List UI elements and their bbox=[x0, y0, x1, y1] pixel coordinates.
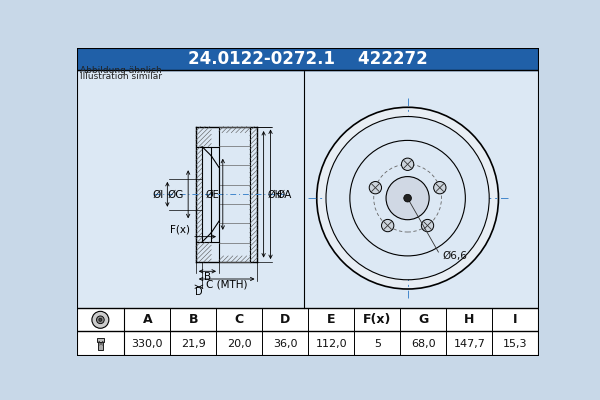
Bar bbox=[77, 70, 539, 308]
Circle shape bbox=[97, 316, 104, 324]
Text: 20,0: 20,0 bbox=[227, 339, 251, 349]
Text: 21,9: 21,9 bbox=[181, 339, 206, 349]
Text: B: B bbox=[188, 313, 198, 326]
Text: 147,7: 147,7 bbox=[454, 339, 485, 349]
Text: D: D bbox=[280, 313, 290, 326]
Text: Abbildung ähnlich: Abbildung ähnlich bbox=[80, 66, 162, 75]
Circle shape bbox=[382, 219, 394, 232]
Text: I: I bbox=[513, 313, 518, 326]
Circle shape bbox=[92, 311, 109, 328]
Text: Ø6,6: Ø6,6 bbox=[442, 251, 467, 261]
Circle shape bbox=[326, 116, 489, 280]
Circle shape bbox=[401, 158, 414, 170]
Text: G: G bbox=[418, 313, 428, 326]
Text: C: C bbox=[235, 313, 244, 326]
Text: ØE: ØE bbox=[205, 189, 219, 199]
Text: 36,0: 36,0 bbox=[273, 339, 298, 349]
Text: 112,0: 112,0 bbox=[316, 339, 347, 349]
Text: ØG: ØG bbox=[168, 189, 184, 199]
Text: ØI: ØI bbox=[152, 189, 164, 199]
Text: H: H bbox=[464, 313, 475, 326]
Circle shape bbox=[369, 182, 382, 194]
Bar bbox=[98, 342, 103, 350]
Text: A: A bbox=[142, 313, 152, 326]
Text: 68,0: 68,0 bbox=[411, 339, 436, 349]
Text: F(x): F(x) bbox=[363, 313, 392, 326]
Bar bbox=[77, 308, 539, 356]
Text: E: E bbox=[327, 313, 335, 326]
Circle shape bbox=[317, 107, 499, 289]
Bar bbox=[77, 48, 539, 70]
Text: 5: 5 bbox=[374, 339, 381, 349]
Text: M: M bbox=[97, 341, 103, 347]
Circle shape bbox=[434, 182, 446, 194]
Text: D: D bbox=[195, 287, 203, 297]
Circle shape bbox=[404, 194, 412, 202]
Text: 15,3: 15,3 bbox=[503, 339, 528, 349]
Circle shape bbox=[386, 176, 429, 220]
Circle shape bbox=[99, 318, 102, 321]
Text: ØH: ØH bbox=[268, 189, 283, 199]
Circle shape bbox=[350, 140, 466, 256]
Text: ØA: ØA bbox=[277, 189, 292, 199]
Text: 24.0122-0272.1    422272: 24.0122-0272.1 422272 bbox=[188, 50, 427, 68]
Text: F(x): F(x) bbox=[170, 224, 190, 234]
Text: C (MTH): C (MTH) bbox=[206, 279, 247, 289]
Circle shape bbox=[421, 219, 434, 232]
Text: Illustration similar: Illustration similar bbox=[80, 72, 163, 81]
Text: B: B bbox=[204, 272, 211, 282]
Bar bbox=[97, 338, 104, 342]
Text: 330,0: 330,0 bbox=[131, 339, 163, 349]
